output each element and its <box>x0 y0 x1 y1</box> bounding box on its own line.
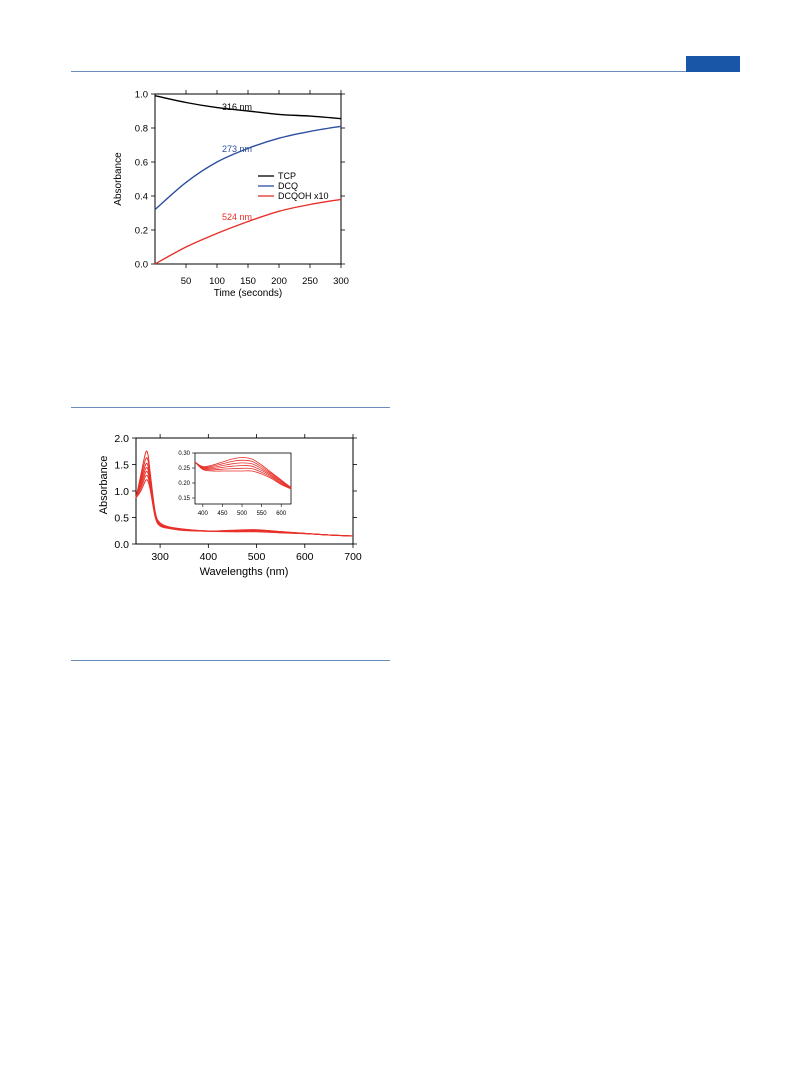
header-accent-tab <box>686 56 740 72</box>
xlabel-2: Wavelengths (nm) <box>200 566 289 578</box>
legend-label-dcqoh: DCQOH x10 <box>278 191 329 201</box>
x-tick-label: 50 <box>181 276 192 287</box>
y-tick-label: 0.6 <box>135 158 148 169</box>
section-rule-1 <box>71 407 390 408</box>
y-tick-label: 0.8 <box>135 124 148 135</box>
annotation-316: 316 nm <box>222 102 252 112</box>
y-tick-label: 2.0 <box>114 433 129 445</box>
inset-x-tick-label: 550 <box>257 511 268 517</box>
kinetics-chart: 50 100 150 200 250 300 0.0 0.2 0.4 0.6 0.8 1.0 Abso… <box>113 90 349 300</box>
x-tick-label: 700 <box>344 551 362 563</box>
inset-spectrum-line-3 <box>194 461 292 489</box>
y-tick-label: 1.0 <box>135 90 148 101</box>
y-tick-label: 1.0 <box>114 486 129 498</box>
inset-y-tick-label: 0.30 <box>178 451 190 457</box>
ylabel-2: Absorbance <box>98 456 110 515</box>
x-tick-label: 300 <box>333 276 349 287</box>
legend-label-dcq: DCQ <box>278 181 298 191</box>
inset-y-tick-label: 0.20 <box>178 481 190 487</box>
inset-y-tick-label: 0.25 <box>178 466 190 472</box>
inset-spectrum-line-6 <box>194 461 292 490</box>
y-tick-label: 0.2 <box>135 226 148 237</box>
section-rule-2 <box>71 660 390 661</box>
x-tick-label: 150 <box>240 276 256 287</box>
spectra-chart: 300 400 500 600 700 0.0 0.5 1.0 1.5 2.0 Absorbanc… <box>98 433 362 578</box>
x-tick-label: 100 <box>209 276 225 287</box>
y-tick-label: 0.0 <box>135 260 148 271</box>
x-tick-label: 600 <box>296 551 314 563</box>
legend: TCP DCQ DCQOH x10 <box>258 171 329 201</box>
annotation-524: 524 nm <box>222 212 252 222</box>
inset-x-tick-label: 500 <box>237 511 248 517</box>
series-line-tcp <box>154 95 342 120</box>
y-tick-label: 0.5 <box>114 513 129 525</box>
xlabel: Time (seconds) <box>214 288 283 299</box>
x-tick-label: 200 <box>271 276 287 287</box>
header-rule <box>71 71 740 72</box>
inset-spectrum-line-4 <box>194 461 292 489</box>
x-tick-label: 250 <box>302 276 318 287</box>
x-tick-label: 500 <box>248 551 266 563</box>
spectrum-line-7 <box>135 479 354 537</box>
annotation-273: 273 nm <box>222 144 252 154</box>
ylabel: Absorbance <box>113 152 124 206</box>
series-line-dcq <box>154 125 342 211</box>
series-line-dcqoh-x10 <box>154 198 342 265</box>
inset-x-tick-label: 400 <box>198 511 209 517</box>
y-tick-label: 1.5 <box>114 460 129 472</box>
x-tick-label: 400 <box>200 551 218 563</box>
y-tick-label: 0.0 <box>114 539 129 551</box>
inset-spectrum-line-1 <box>194 457 292 488</box>
inset-x-tick-label: 600 <box>276 511 287 517</box>
inset-spectrum-line-5 <box>194 461 292 490</box>
inset-spectrum-line-2 <box>194 459 292 489</box>
inset-y-tick-label: 0.15 <box>178 496 190 502</box>
x-tick-label: 300 <box>151 551 169 563</box>
y-tick-label: 0.4 <box>135 192 148 203</box>
legend-label-tcp: TCP <box>278 171 296 181</box>
inset-x-tick-label: 450 <box>217 511 228 517</box>
